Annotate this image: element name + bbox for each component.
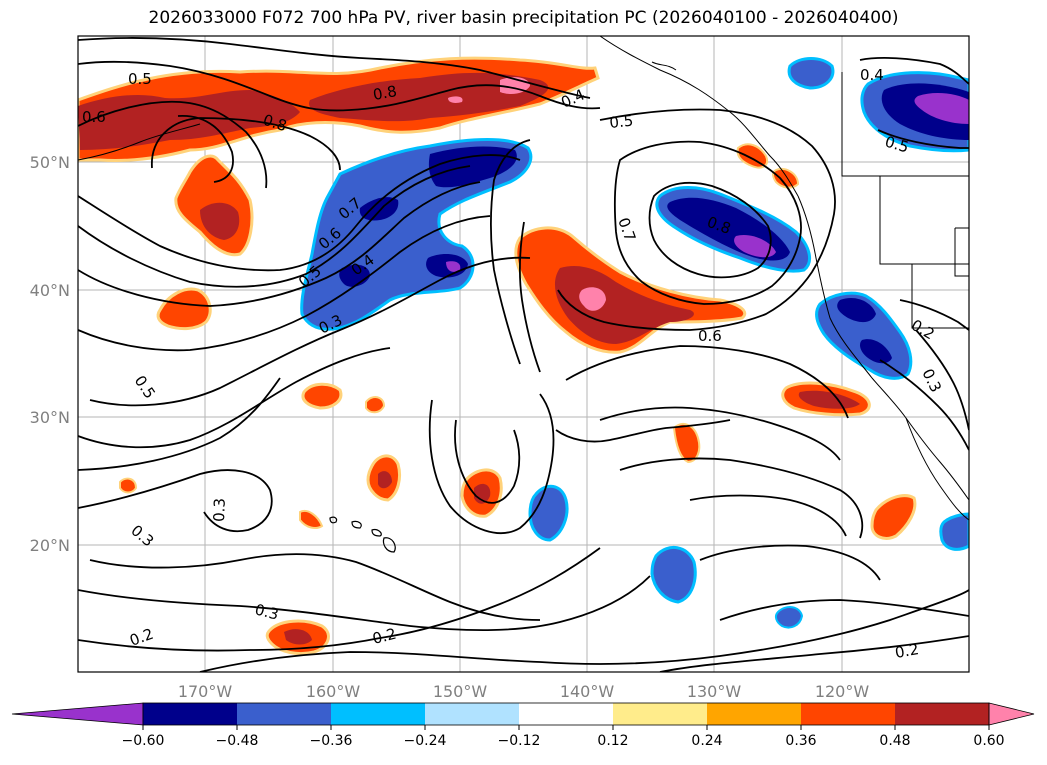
colorbar-tick-label: −0.60	[122, 733, 165, 749]
pv-contours	[78, 37, 969, 672]
negative-blob-east	[655, 186, 812, 273]
lon-label-130w: 130°W	[687, 682, 742, 701]
colorbar-tick-label: 0.24	[691, 733, 722, 749]
coastlines	[78, 36, 969, 521]
lat-label-50n: 50°N	[30, 153, 70, 172]
lon-label-160w: 160°W	[306, 682, 361, 701]
colorbar-segment	[143, 703, 238, 725]
contour-label-c14: 0.6	[698, 327, 722, 345]
colorbar-segment	[801, 703, 896, 725]
lat-label-30n: 30°N	[30, 408, 70, 427]
colorbar-segment	[331, 703, 426, 725]
colorbar-tick-label: −0.12	[498, 733, 541, 749]
negative-tongue-central	[300, 138, 533, 331]
negative-blob-california	[815, 291, 913, 380]
lat-label-20n: 20°N	[30, 536, 70, 555]
positive-blob-baja	[870, 494, 917, 540]
colorbar-segment	[519, 703, 614, 725]
colorbar-tick-label: 0.36	[785, 733, 816, 749]
contour-label-c24: 0.5	[883, 133, 911, 157]
map-border	[77, 35, 970, 673]
lon-label-120w: 120°W	[815, 682, 870, 701]
contour-label-c23: 0.4	[860, 66, 884, 84]
colorbar-segment	[237, 703, 332, 725]
colorbar-tick-label: 0.12	[597, 733, 628, 749]
negative-blob-northeast	[860, 71, 969, 153]
negative-blob-small-north	[787, 57, 835, 90]
positive-core-offshore	[798, 390, 860, 409]
positive-blob-small-f	[119, 477, 138, 494]
colorbar-segment	[895, 703, 990, 725]
colorbar-extend-max	[988, 702, 1035, 726]
colorbar-tick-label: −0.24	[404, 733, 447, 749]
positive-blob-west	[174, 154, 254, 257]
positive-blob-small-g	[299, 510, 324, 529]
negative-blob-south-b	[650, 546, 697, 604]
lon-label-150w: 150°W	[433, 682, 488, 701]
contour-label-c2: 0.6	[82, 108, 106, 126]
positive-band-north	[78, 56, 600, 162]
lon-labels: 170°W 160°W 150°W 140°W 130°W 120°W	[178, 682, 870, 701]
lat-label-40n: 40°N	[30, 281, 70, 300]
lon-label-170w: 170°W	[178, 682, 233, 701]
colorbar-tick-label: 0.60	[973, 733, 1004, 749]
colorbar-extend-min	[11, 702, 144, 726]
contour-label-c16: 0.3	[210, 498, 229, 522]
lat-labels: 50°N 40°N 30°N 20°N	[30, 153, 70, 555]
positive-blob-central	[514, 226, 747, 354]
precip-fill	[78, 56, 969, 656]
contour-label-c20: 0.2	[371, 625, 399, 648]
contour-label-c25: 0.2	[894, 640, 921, 662]
colorbar-tick-label: 0.48	[879, 733, 910, 749]
colorbar-segment	[707, 703, 802, 725]
positive-core-small-c	[378, 471, 392, 489]
lon-label-140w: 140°W	[560, 682, 615, 701]
positive-core-small-d	[474, 483, 491, 504]
colorbar: −0.60 −0.48 −0.36 −0.24 −0.12 0.12 0.24 0.36 0.4…	[11, 702, 1035, 749]
colorbar-tick-label: −0.48	[216, 733, 259, 749]
negative-blob-east-edge	[939, 512, 969, 551]
contour-label-c4: 0.8	[372, 82, 399, 104]
positive-blob-small-a	[301, 382, 343, 410]
contour-label-c18: 0.3	[253, 600, 281, 623]
negative-blob-south-c	[774, 606, 804, 629]
negative-blob-south-a	[528, 484, 569, 542]
positive-blob-small-b	[365, 396, 386, 414]
map-title: 2026033000 F072 700 hPa PV, river basin …	[148, 8, 899, 28]
contour-label-c6: 0.5	[609, 112, 635, 132]
colorbar-border	[142, 702, 990, 726]
colorbar-segment	[613, 703, 708, 725]
positive-core-south	[284, 629, 312, 645]
hawaii-islands	[329, 516, 396, 553]
positive-blob-small-e	[672, 422, 701, 464]
contour-label-c1: 0.5	[128, 70, 152, 88]
colorbar-tick-label: −0.36	[310, 733, 353, 749]
colorbar-segment	[425, 703, 520, 725]
positive-blob-small	[156, 287, 212, 331]
